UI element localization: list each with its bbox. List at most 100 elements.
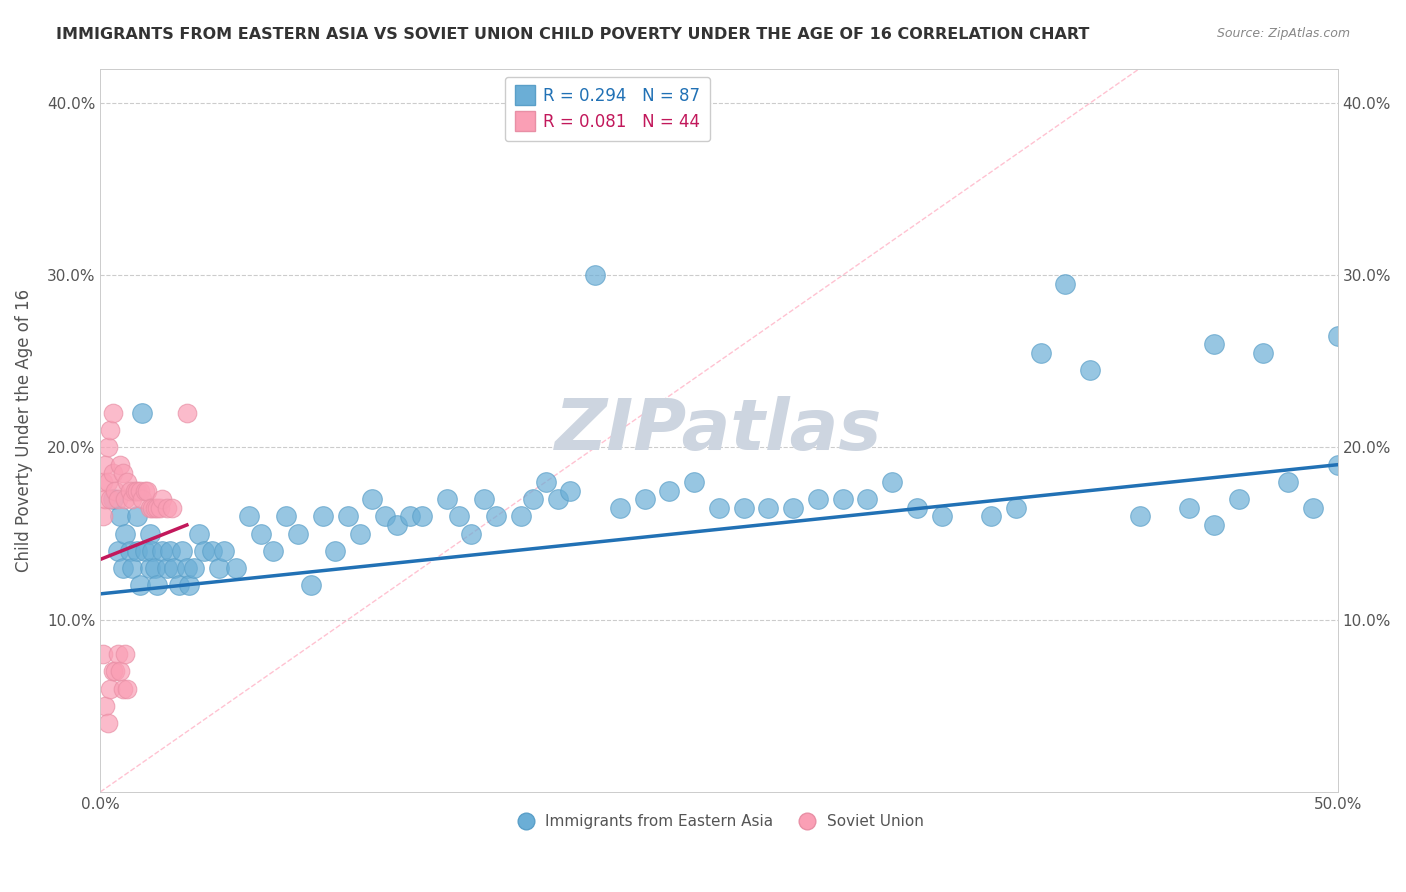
Point (472, 492, 495, 507)
Y-axis label: Child Poverty Under the Age of 16: Child Poverty Under the Age of 16 (15, 289, 32, 572)
Point (634, 492, 657, 507)
Point (436, 492, 458, 507)
Point (107, 647, 129, 661)
Point (156, 561, 179, 575)
Point (97, 475, 120, 489)
Point (91, 647, 114, 661)
Point (263, 544, 285, 558)
Point (287, 526, 309, 541)
Point (141, 500, 163, 515)
Point (128, 578, 150, 592)
Point (131, 492, 153, 507)
Point (101, 467, 124, 481)
Point (534, 475, 557, 489)
Point (179, 578, 201, 592)
Point (134, 483, 156, 498)
Point (111, 681, 134, 696)
Point (146, 578, 169, 592)
Point (159, 544, 181, 558)
Point (336, 509, 359, 524)
Point (856, 492, 879, 507)
Point (111, 561, 134, 575)
Point (127, 483, 149, 498)
Point (387, 518, 409, 533)
Point (139, 561, 162, 575)
Point (758, 500, 780, 515)
Point (882, 475, 904, 489)
Point (707, 500, 730, 515)
Point (1227, 492, 1250, 507)
Point (118, 483, 141, 498)
Point (143, 500, 166, 515)
Point (98, 423, 121, 437)
Point (94, 492, 117, 507)
Point (134, 544, 156, 558)
Point (150, 544, 173, 558)
Point (124, 483, 146, 498)
Point (118, 544, 141, 558)
Point (127, 544, 149, 558)
Point (782, 500, 804, 515)
Point (683, 475, 706, 489)
Point (733, 500, 755, 515)
Point (225, 561, 247, 575)
Point (398, 509, 420, 524)
Point (146, 500, 169, 515)
Point (1129, 509, 1152, 524)
Point (98, 492, 121, 507)
Point (658, 483, 681, 498)
Point (176, 406, 198, 420)
Point (108, 509, 131, 524)
Text: Source: ZipAtlas.com: Source: ZipAtlas.com (1216, 27, 1350, 40)
Point (91, 509, 114, 524)
Point (101, 492, 124, 507)
Point (510, 509, 533, 524)
Point (108, 458, 131, 472)
Point (1326, 458, 1348, 472)
Point (163, 561, 186, 575)
Point (121, 561, 143, 575)
Point (104, 665, 127, 679)
Point (149, 500, 172, 515)
Point (160, 500, 183, 515)
Point (1202, 518, 1225, 533)
Point (97, 441, 120, 455)
Point (107, 492, 129, 507)
Point (183, 561, 205, 575)
Point (1054, 277, 1077, 291)
Point (374, 509, 396, 524)
Point (150, 492, 173, 507)
Point (117, 681, 139, 696)
Point (131, 406, 153, 420)
Point (212, 544, 235, 558)
Point (485, 509, 508, 524)
Point (1178, 500, 1201, 515)
Point (127, 509, 149, 524)
Point (128, 483, 150, 498)
Point (201, 544, 224, 558)
Point (107, 544, 129, 558)
Point (101, 665, 124, 679)
Point (169, 578, 191, 592)
Point (1078, 363, 1101, 377)
Point (108, 665, 131, 679)
Point (905, 500, 928, 515)
Point (411, 509, 433, 524)
Point (361, 492, 384, 507)
Legend: Immigrants from Eastern Asia, Soviet Union: Immigrants from Eastern Asia, Soviet Uni… (509, 808, 929, 835)
Point (1202, 337, 1225, 351)
Point (1277, 475, 1299, 489)
Point (117, 475, 139, 489)
Point (1005, 500, 1028, 515)
Point (1302, 500, 1324, 515)
Point (250, 526, 273, 541)
Point (136, 483, 159, 498)
Point (349, 526, 371, 541)
Point (1029, 345, 1052, 359)
Point (583, 268, 606, 283)
Point (114, 526, 136, 541)
Text: ZIPatlas: ZIPatlas (555, 396, 883, 465)
Point (547, 492, 569, 507)
Point (1326, 328, 1348, 343)
Point (101, 406, 124, 420)
